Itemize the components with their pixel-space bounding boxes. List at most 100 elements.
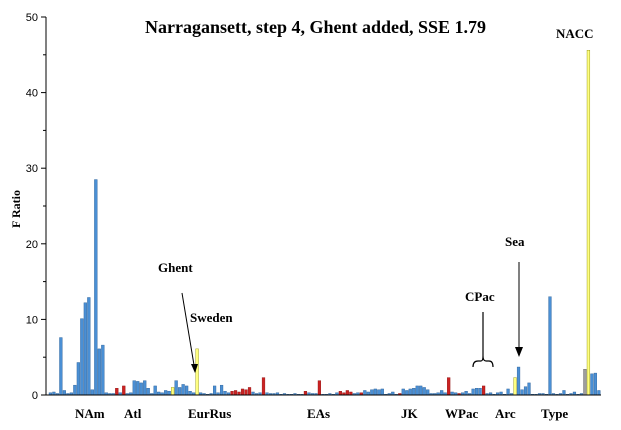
bar	[401, 388, 405, 396]
bar	[90, 389, 94, 396]
bar	[115, 388, 119, 396]
bar	[471, 388, 475, 396]
bar	[345, 390, 349, 396]
bar	[167, 391, 171, 396]
cpac-bracket	[472, 312, 494, 368]
bar	[506, 388, 510, 396]
bar	[415, 385, 419, 396]
bar	[513, 377, 517, 396]
bar	[181, 384, 185, 396]
bar	[76, 362, 80, 396]
bar	[380, 388, 384, 396]
annotation-sea: Sea	[505, 234, 525, 249]
annotation-ghent: Ghent	[158, 260, 193, 275]
bar	[143, 380, 147, 396]
bar	[261, 377, 266, 396]
bar	[153, 385, 157, 396]
y-tick-label: 20	[26, 239, 38, 251]
bar	[230, 391, 234, 396]
bar	[597, 390, 601, 396]
bar	[83, 302, 87, 396]
bar	[583, 369, 587, 396]
bar	[174, 380, 178, 396]
bar	[132, 380, 136, 396]
bar	[164, 390, 168, 396]
bar	[62, 390, 66, 396]
y-tick-label: 40	[26, 88, 38, 100]
y-tick-label: 30	[26, 163, 38, 175]
bar	[303, 391, 308, 396]
sea-arrowhead	[515, 347, 523, 357]
region-label-eas: EAs	[307, 406, 330, 421]
ghent-arrow-line	[181, 292, 195, 366]
bar	[97, 348, 101, 396]
bar	[370, 389, 374, 396]
bar	[464, 391, 468, 396]
bar	[426, 389, 430, 396]
bar	[195, 348, 199, 396]
bar	[240, 388, 245, 396]
bar	[338, 391, 342, 396]
bars-group	[48, 50, 601, 396]
bar	[219, 384, 224, 396]
bar	[247, 387, 252, 396]
bar	[548, 296, 552, 396]
annotation-nacc: NACC	[556, 26, 594, 41]
bar	[440, 390, 444, 396]
bar	[244, 389, 248, 396]
bar	[317, 380, 322, 396]
bar	[520, 389, 524, 396]
bar	[139, 382, 143, 396]
y-tick-label: 0	[32, 390, 38, 402]
bar	[412, 388, 416, 396]
bar	[593, 372, 598, 396]
bar	[419, 385, 423, 396]
ghent-arrowhead	[191, 364, 198, 373]
region-label-type: Type	[541, 406, 568, 421]
bar	[136, 381, 140, 396]
annotation-cpac: CPac	[465, 289, 495, 304]
bar	[523, 386, 528, 396]
bar	[122, 385, 126, 396]
bar	[562, 390, 566, 396]
bar	[478, 388, 482, 396]
region-label-eurrus: EurRus	[188, 406, 231, 421]
bar	[586, 50, 591, 396]
bar	[185, 385, 189, 396]
bar	[73, 384, 77, 396]
bar	[516, 366, 521, 396]
region-label-atl: Atl	[124, 406, 142, 421]
bar	[171, 387, 175, 396]
region-label-nam: NAm	[75, 406, 105, 421]
bar	[223, 391, 227, 396]
annotation-sweden: Sweden	[190, 310, 233, 325]
bar	[94, 179, 98, 396]
bar	[447, 377, 451, 396]
region-label-arc: Arc	[495, 406, 516, 421]
bar	[527, 382, 531, 396]
bar	[408, 388, 412, 396]
axes-group: 0 10 20 30 40 50	[26, 12, 601, 402]
bar	[590, 373, 594, 396]
y-tick-label: 50	[26, 12, 38, 24]
y-axis-title: F Ratio	[9, 190, 23, 228]
bar	[482, 385, 486, 396]
bar	[377, 389, 381, 396]
bar	[178, 387, 182, 396]
chart-title: Narragansett, step 4, Ghent added, SSE 1…	[145, 17, 486, 37]
bar	[80, 318, 84, 396]
bar	[422, 387, 426, 396]
bar	[475, 388, 479, 396]
region-label-wpac: WPac	[445, 406, 478, 421]
bar	[373, 388, 377, 396]
region-label-jk: JK	[401, 406, 419, 421]
bar	[212, 385, 217, 396]
y-tick-label: 10	[26, 314, 38, 326]
bar	[188, 391, 192, 396]
bar	[59, 337, 63, 396]
bar	[146, 388, 150, 396]
bar	[87, 297, 91, 396]
bar	[233, 390, 238, 396]
bar	[405, 390, 409, 396]
